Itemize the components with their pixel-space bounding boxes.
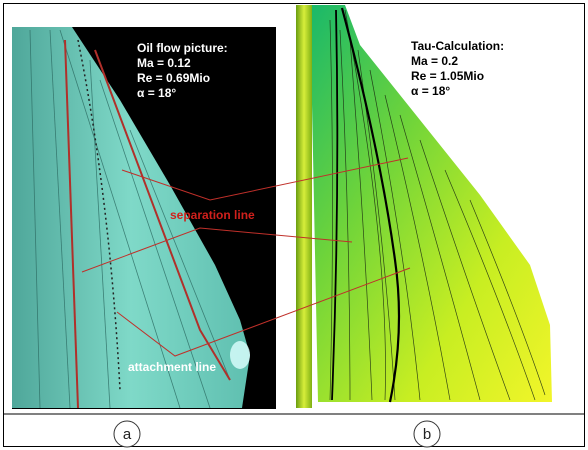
attachment-label: attachment line bbox=[128, 360, 216, 374]
caption-line: Re = 0.69Mio bbox=[137, 71, 210, 85]
page: Oil flow picture: Ma = 0.12 Re = 0.69Mio… bbox=[0, 0, 588, 450]
caption-line: Tau-Calculation: bbox=[411, 39, 504, 53]
caption-line: Oil flow picture: bbox=[137, 41, 228, 55]
panel-label: b bbox=[423, 426, 431, 443]
panel-label: a bbox=[123, 426, 132, 443]
highlight bbox=[230, 341, 250, 369]
caption-line: α = 18° bbox=[411, 84, 450, 98]
caption-line: α = 18° bbox=[137, 86, 176, 100]
figure: Oil flow picture: Ma = 0.12 Re = 0.69Mio… bbox=[0, 0, 588, 450]
leading-edge bbox=[296, 5, 312, 408]
caption-line: Re = 1.05Mio bbox=[411, 69, 484, 83]
separation-label: separation line bbox=[170, 208, 255, 222]
caption-line: Ma = 0.12 bbox=[137, 56, 191, 70]
caption-line: Ma = 0.2 bbox=[411, 54, 458, 68]
